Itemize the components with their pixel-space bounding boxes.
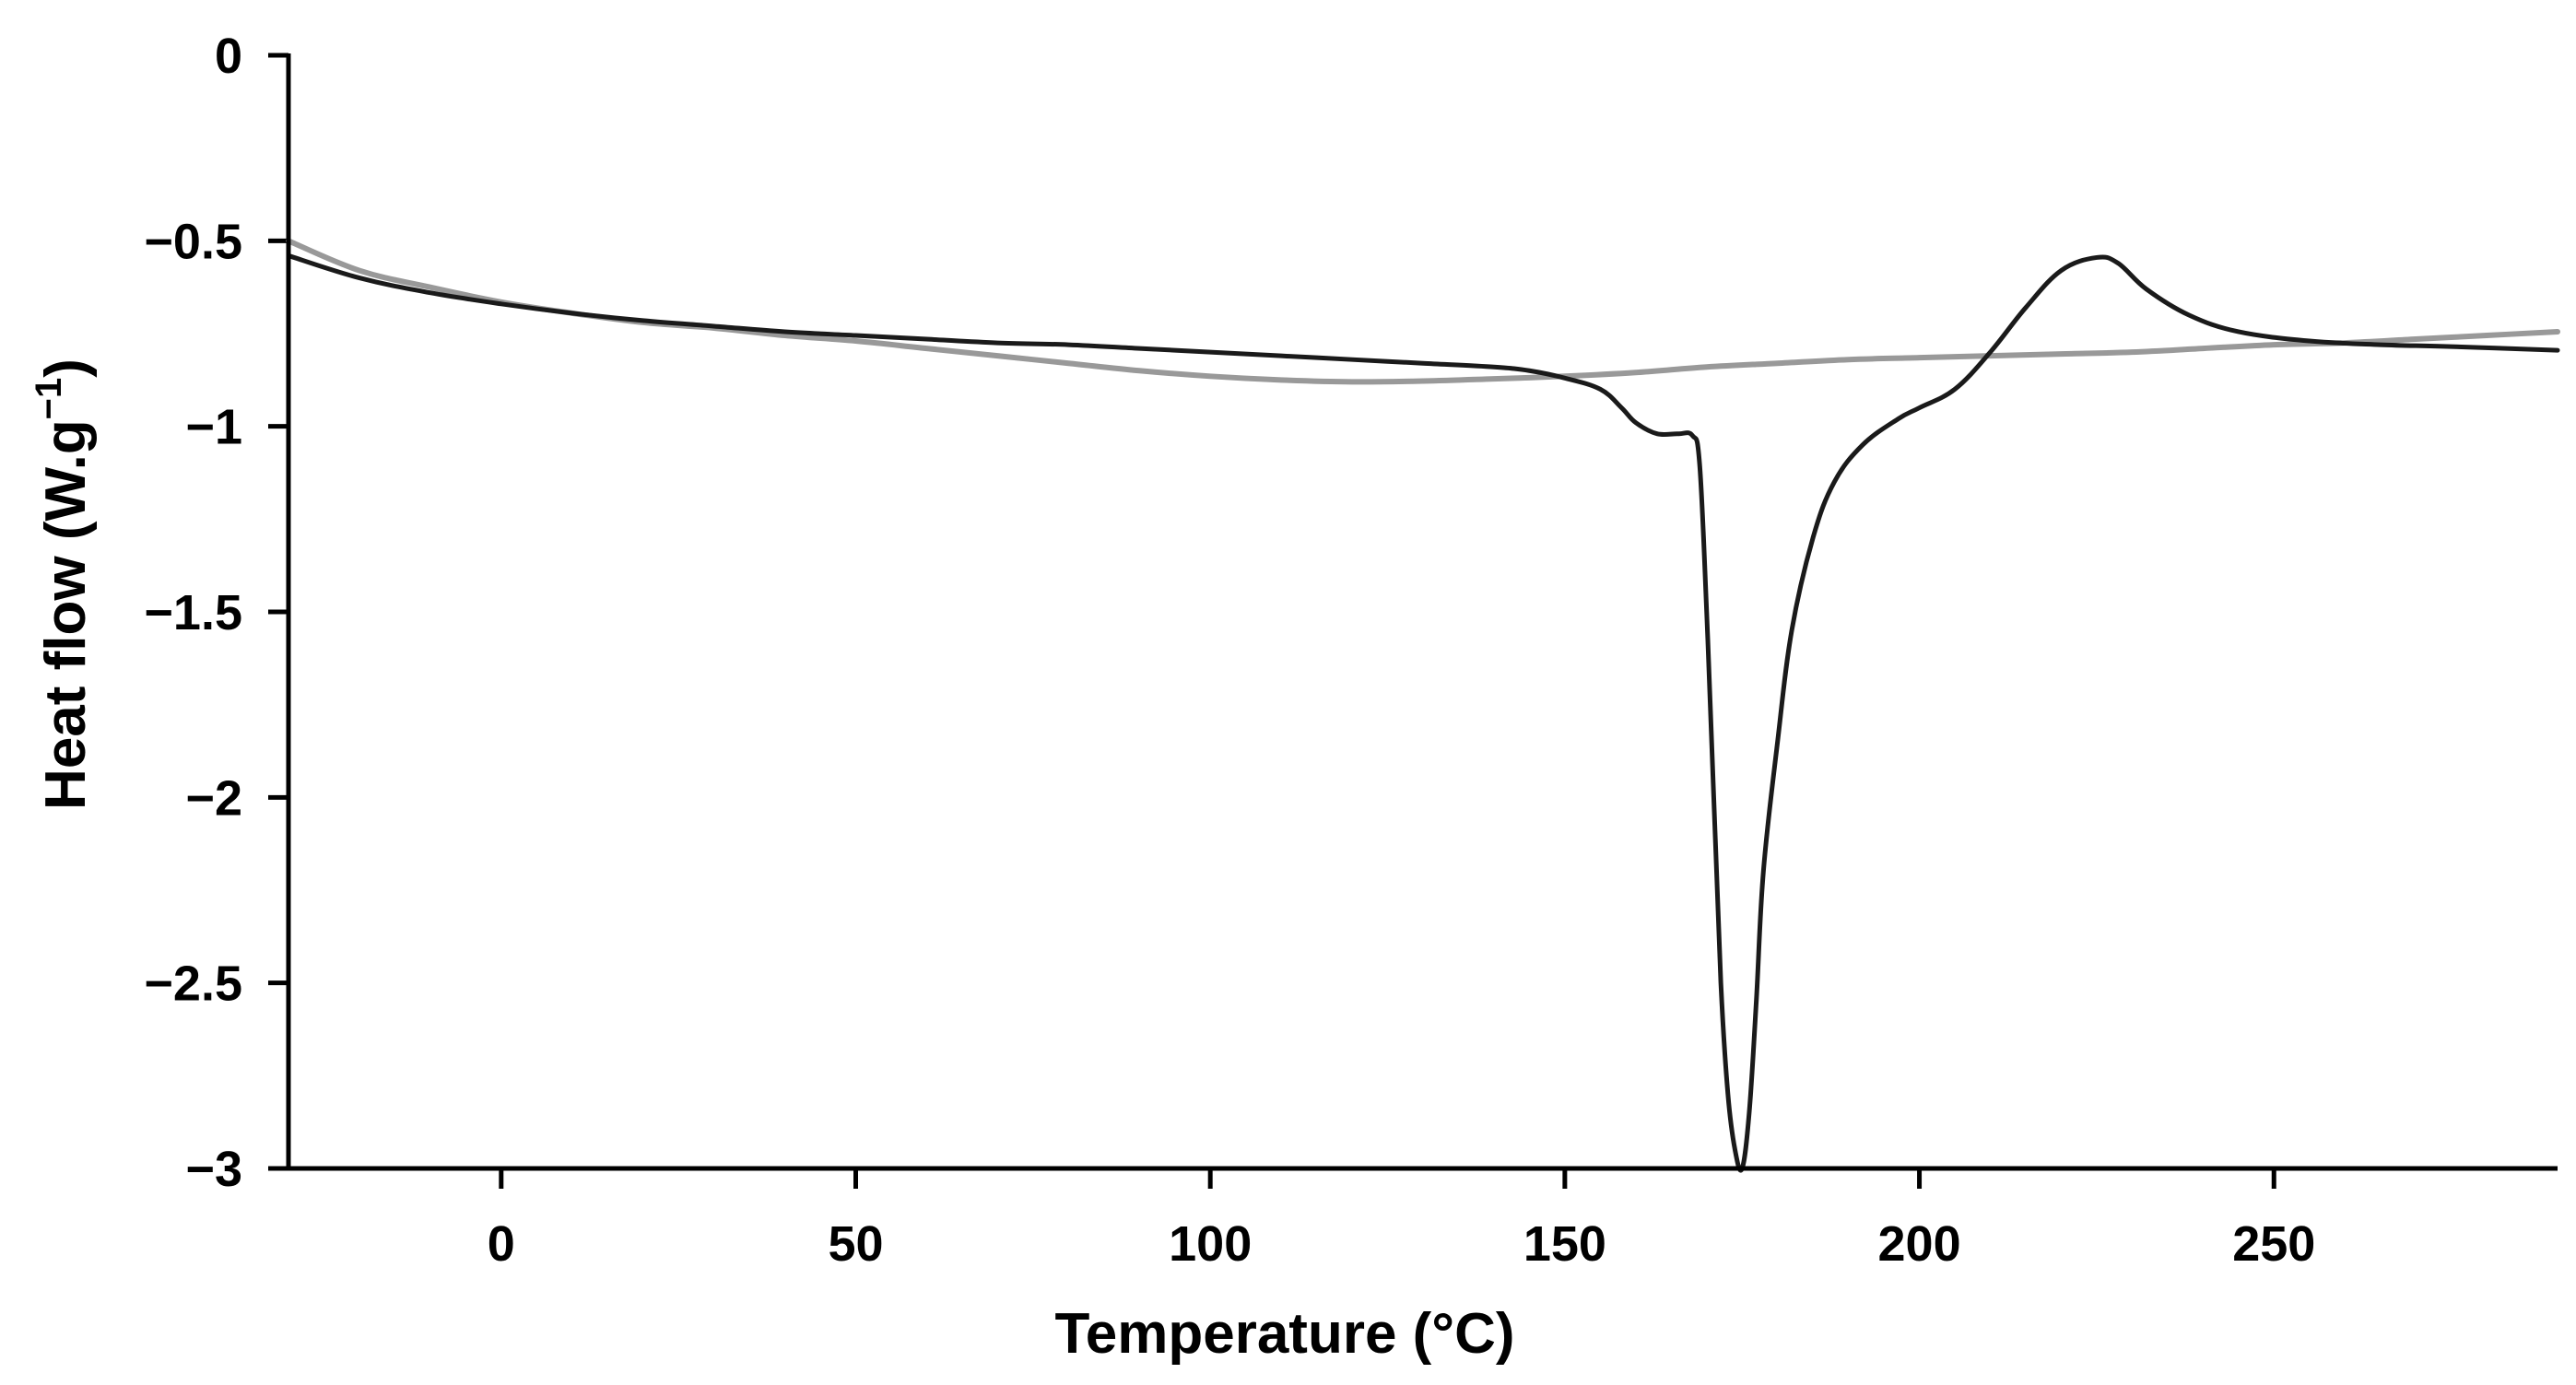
y-axis-title-close: ) [34, 358, 98, 378]
y-tick-label: −3 [185, 1142, 242, 1197]
x-tick-label: 100 [1169, 1216, 1252, 1272]
y-tick-label: 0 [215, 29, 242, 84]
x-axis-ticks: 0 50 100 150 200 250 [488, 1168, 2315, 1272]
y-axis-title-superscript: −1 [29, 378, 69, 420]
x-tick-label: 150 [1523, 1216, 1606, 1272]
y-axis-title-main: Heat flow (W.g [34, 419, 98, 810]
x-tick-label: 200 [1878, 1216, 1961, 1272]
gray-series-line [286, 238, 2560, 385]
x-axis-title: Temperature (°C) [1054, 1302, 1514, 1366]
y-tick-label: −1.5 [144, 585, 242, 640]
y-tick-label: −1 [185, 400, 242, 455]
y-axis-ticks: 0 −0.5 −1 −1.5 −2 −2.5 −3 [144, 29, 288, 1197]
series-layer [286, 238, 2560, 1173]
x-tick-label: 50 [828, 1216, 883, 1272]
y-tick-label: −2 [185, 770, 242, 826]
x-tick-label: 0 [488, 1216, 515, 1272]
y-tick-label: −0.5 [144, 214, 242, 269]
dark-series-line [286, 252, 2560, 1173]
y-tick-label: −2.5 [144, 957, 242, 1012]
y-axis-title: Heat flow (W.g−1) [29, 358, 98, 810]
x-tick-label: 250 [2232, 1216, 2315, 1272]
